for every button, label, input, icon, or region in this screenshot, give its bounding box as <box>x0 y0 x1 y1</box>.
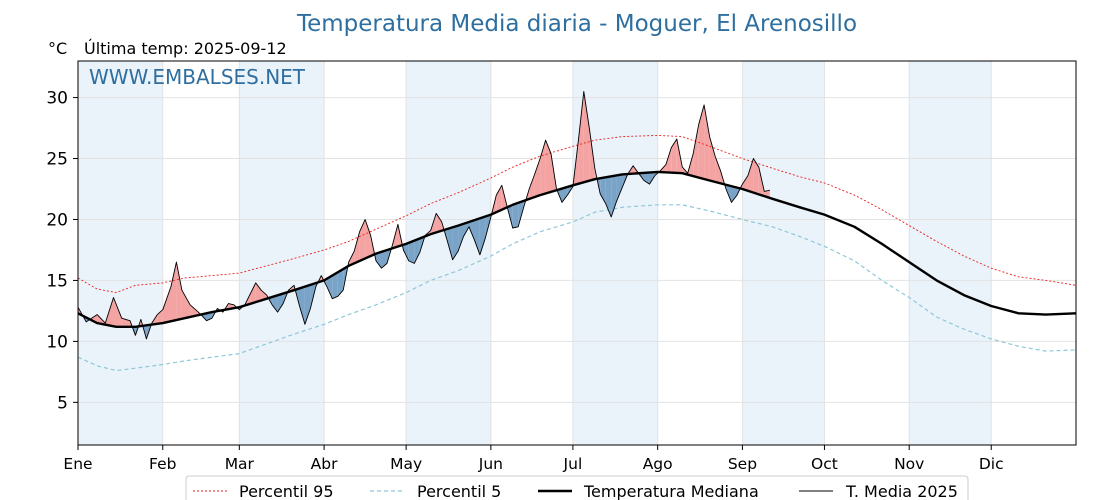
x-tick-label: Mar <box>225 455 255 473</box>
anomaly-fill-below <box>403 242 409 261</box>
anomaly-fill-above <box>113 297 122 327</box>
anomaly-fill-below <box>463 221 469 237</box>
anomaly-fill-above <box>359 219 366 261</box>
anomaly-fill-below <box>731 186 737 203</box>
y-axis-unit: °C <box>48 39 67 58</box>
series-line-current <box>77 91 770 340</box>
month-band <box>406 61 491 445</box>
anomaly-fill-above <box>698 104 705 179</box>
month-band <box>78 61 163 445</box>
anomaly-fill-below <box>616 174 623 202</box>
anomaly-fill-above <box>578 91 584 184</box>
anomaly-fill-below <box>272 295 278 313</box>
y-tick-label: 25 <box>46 150 68 170</box>
anomaly-fill-above <box>250 282 256 304</box>
legend-label-median: Temperatura Mediana <box>583 482 759 500</box>
y-tick-label: 5 <box>57 393 68 413</box>
x-tick-label: Jun <box>478 455 503 473</box>
legend-label-current: T. Media 2025 <box>845 482 958 500</box>
watermark: WWW.EMBALSES.NET <box>89 65 306 89</box>
anomaly-fill-above <box>742 175 748 191</box>
anomaly-fill-above <box>534 158 541 197</box>
x-tick-label: Ene <box>63 455 92 473</box>
series-lines <box>77 91 1077 372</box>
x-tick-label: May <box>390 455 422 473</box>
x-tick-label: Abr <box>311 455 338 473</box>
x-tick-label: Ago <box>643 455 673 473</box>
anomaly-fill-below <box>479 216 486 255</box>
legend-box <box>185 475 969 500</box>
legend-label-p5: Percentil 5 <box>417 482 501 500</box>
x-tick-label: Sep <box>728 455 757 473</box>
x-tick-label: Dic <box>979 455 1004 473</box>
anomaly-fill-above <box>190 304 196 317</box>
anomaly-fill-above <box>709 136 716 182</box>
anomaly-fill-above <box>671 139 677 173</box>
anomaly-fill-above <box>529 174 535 199</box>
anomaly-fill-above <box>261 290 267 301</box>
anomaly-fill-above <box>715 156 721 184</box>
month-band <box>742 61 825 445</box>
y-tick-label: 10 <box>46 332 68 352</box>
chart-title: Temperatura Media diaria - Moguer, El Ar… <box>296 11 857 37</box>
anomaly-fill-below <box>611 175 617 217</box>
anomaly-fill-above <box>665 147 672 173</box>
anomaly-fill-above <box>365 219 371 259</box>
month-band <box>239 61 325 445</box>
anomaly-fill-above <box>747 158 754 193</box>
anomaly-fill-below <box>414 238 420 264</box>
x-tick-label: Oct <box>811 455 838 473</box>
anomaly-fill-below <box>452 225 459 260</box>
anomaly-fill-below <box>649 172 655 185</box>
x-tick-label: Nov <box>894 455 924 473</box>
anomaly-fill-above <box>436 213 442 233</box>
anomaly-fill-below <box>304 284 311 325</box>
anomaly-fill-above <box>181 290 191 319</box>
month-bands <box>78 61 992 445</box>
anomaly-fill-below <box>474 218 480 255</box>
x-axis-ticks: Ene Feb Mar Abr May Jun Jul Ago Sep Oct Nov Dic <box>63 445 1004 473</box>
anomaly-fill-below <box>376 251 382 269</box>
anomaly-fill-below <box>337 269 344 297</box>
x-tick-label: Jul <box>563 455 583 473</box>
anomaly-fill-below <box>447 227 453 260</box>
series-line-median <box>77 170 1077 328</box>
anomaly-fill-above <box>354 231 360 264</box>
anomaly-fill-below <box>600 177 606 204</box>
anomaly-fill-above <box>704 104 710 181</box>
x-tick-label: Feb <box>149 455 176 473</box>
anomaly-fill-above <box>583 91 590 183</box>
legend: Percentil 95 Percentil 5 Temperatura Med… <box>185 475 969 500</box>
anomaly-fill-below <box>512 202 519 228</box>
anomaly-fill-above <box>157 309 163 324</box>
anomaly-fill-below <box>562 187 568 203</box>
anomaly-fill-above <box>693 124 699 178</box>
anomaly-fill-above <box>496 185 502 213</box>
month-band <box>909 61 992 445</box>
anomaly-fill-below <box>326 275 333 299</box>
anomaly-fill-below <box>469 220 475 241</box>
y-tick-label: 30 <box>46 89 68 109</box>
plot-frame <box>77 60 1077 446</box>
anomaly-fill-above <box>171 262 177 322</box>
anomaly-fill-below <box>277 293 284 313</box>
anomaly-fill-above <box>753 158 759 195</box>
y-tick-label: 20 <box>46 210 68 230</box>
anomaly-fill-below <box>381 250 387 269</box>
anomaly-fill-below <box>299 286 305 325</box>
anomaly-fill-above <box>545 140 551 194</box>
legend-label-p95: Percentil 95 <box>239 482 334 500</box>
anomaly-fill-below <box>332 272 338 299</box>
series-line-p5 <box>77 204 1077 372</box>
anomaly-fill-below <box>458 223 464 252</box>
anomaly-fill-above <box>176 262 182 320</box>
anomaly-fill-above <box>255 282 262 303</box>
anomaly-fill-above <box>162 286 171 324</box>
anomaly-fill-below <box>408 240 415 264</box>
last-temperature-date: Última temp: 2025-09-12 <box>84 39 287 58</box>
y-axis-ticks: 5 10 15 20 25 30 <box>46 89 78 413</box>
y-tick-label: 15 <box>46 271 68 291</box>
